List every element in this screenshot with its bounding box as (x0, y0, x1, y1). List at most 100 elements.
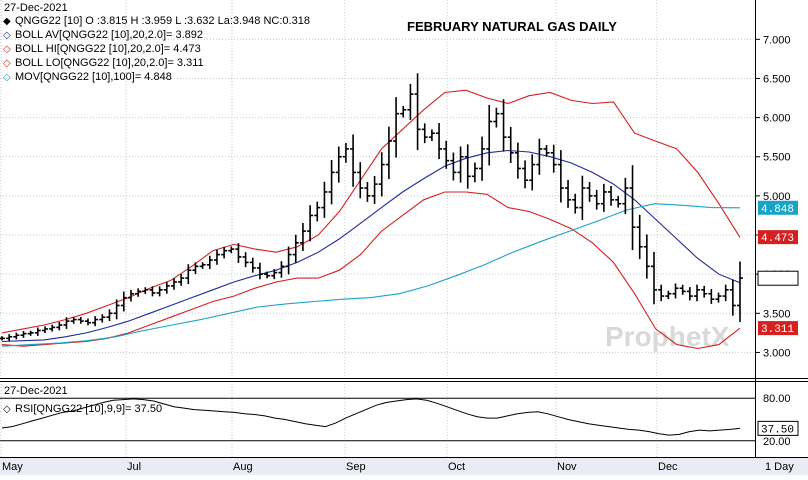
price-bar (615, 195, 622, 208)
price-bar (729, 279, 736, 316)
legend-boll-av: BOLL AV[QNGG22 [10],20,2.0]= 3.892 (15, 29, 203, 41)
month-gridlines (0, 0, 658, 457)
price-bar (321, 181, 328, 218)
y-tick-label: 5.500 (763, 152, 791, 164)
price-bar (77, 316, 84, 324)
price-bar (92, 316, 99, 327)
price-bar (608, 185, 615, 206)
price-bar (106, 309, 113, 322)
price-bar (299, 222, 306, 251)
y-tick-label: 7.000 (763, 34, 791, 46)
price-bar (228, 246, 235, 254)
price-bar (529, 154, 536, 191)
price-bar (99, 314, 106, 323)
x-axis-month-labels: May Jul Aug Sep Oct Nov Dec (2, 461, 678, 473)
price-bar (149, 286, 156, 297)
price-bars (0, 73, 743, 341)
price-bar (522, 160, 529, 189)
rsi-axis-ticks: 80.00 20.00 (763, 393, 791, 448)
price-bar (421, 123, 428, 144)
price-bar (701, 285, 708, 298)
price-bar (357, 162, 364, 199)
x-axis-strip (0, 457, 808, 475)
badge-label: 37.50 (761, 424, 794, 436)
rsi-current-badge: 37.50 (757, 420, 799, 436)
legend: 27-Dec-2021 ◆ QNGG22 [10] O :3.815 H :3.… (3, 2, 310, 83)
price-bar (84, 318, 91, 326)
price-bar (436, 123, 443, 160)
x-month-label: Sep (346, 461, 366, 473)
badge-box (758, 321, 798, 336)
price-bar (342, 142, 349, 163)
period-label[interactable]: 1 Day (765, 461, 794, 473)
price-bar (479, 136, 486, 181)
last-value-badge: 4.473 (758, 230, 798, 245)
price-bar (56, 322, 63, 331)
price-bar (163, 282, 170, 294)
price-bar (457, 146, 464, 183)
rsi-grid (0, 397, 755, 442)
price-bar (493, 107, 500, 128)
price-bar (27, 330, 34, 336)
price-bar (643, 234, 650, 279)
price-bar (314, 201, 321, 222)
x-month-label: Nov (557, 461, 577, 473)
moving-average-line (1, 203, 741, 347)
badge-box (758, 230, 798, 245)
rsi-date: 27-Dec-2021 (4, 385, 68, 397)
price-bar (70, 316, 77, 324)
price-bar (715, 292, 722, 303)
price-bar (285, 246, 292, 275)
price-bar (120, 291, 127, 312)
price-bar (235, 243, 242, 263)
price-bar (686, 287, 693, 301)
price-bar (364, 182, 371, 202)
y-tick-label: 5.000 (763, 191, 791, 203)
rsi-label: RSI[QNGG22 [10],9,9]= 37.50 (15, 403, 162, 415)
rsi-plot-area[interactable] (0, 381, 755, 457)
badge-label: 3.948 (761, 274, 794, 286)
price-bar (256, 262, 263, 280)
price-bar (0, 336, 5, 341)
price-bar (6, 334, 13, 341)
price-bar (565, 179, 572, 208)
price-bar (49, 324, 56, 332)
price-bar (679, 284, 686, 295)
price-bar (428, 129, 435, 142)
legend-boll-lo: BOLL LO[QNGG22 [10],20,2.0]= 3.311 (15, 57, 204, 69)
badge-box (757, 420, 799, 436)
price-bar (536, 138, 543, 175)
price-bar (543, 145, 550, 157)
watermark-logo: ProphetX (605, 321, 730, 352)
price-bar (629, 165, 636, 251)
price-bar (213, 249, 220, 265)
x-month-label: Jul (127, 461, 141, 473)
price-bar (264, 271, 271, 279)
price-bar (708, 289, 715, 304)
price-bar (450, 152, 457, 181)
price-bar (242, 252, 249, 268)
diamond-outline-icon: ◇ (3, 30, 11, 41)
x-month-label: Oct (448, 461, 465, 473)
rsi-line-group (1, 398, 741, 436)
price-bar (636, 214, 643, 260)
price-bar (335, 146, 342, 183)
price-bar (500, 99, 507, 152)
badge-label: 4.848 (761, 204, 794, 216)
y-tick-label: 3.500 (763, 308, 791, 320)
price-bar (600, 183, 607, 212)
last-value-badge: 3.948 (757, 270, 799, 286)
ohlc-line: QNGG22 [10] O :3.815 H :3.959 L :3.632 L… (15, 15, 310, 27)
badge-label: 4.473 (761, 233, 794, 245)
rsi-line (1, 398, 741, 436)
chart-title: FEBRUARY NATURAL GAS DAILY (407, 19, 617, 34)
price-bar (672, 283, 679, 299)
price-bar (622, 177, 629, 214)
price-bar (278, 261, 285, 278)
price-bar (192, 262, 199, 275)
price-bar (170, 278, 177, 290)
price-bar (514, 142, 521, 179)
x-month-label: Aug (233, 461, 253, 473)
y-tick-label: 3.000 (763, 347, 791, 359)
rsi-tick-label: 20.00 (763, 436, 791, 448)
